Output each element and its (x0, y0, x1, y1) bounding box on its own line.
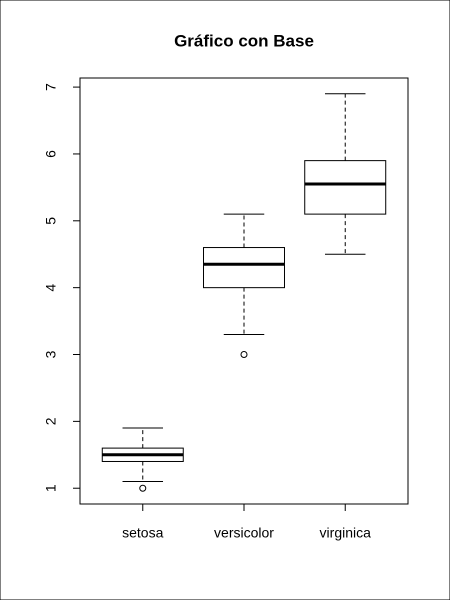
x-tick-label: versicolor (214, 525, 274, 541)
chart-title: Gráfico con Base (174, 31, 314, 50)
box (304, 160, 387, 215)
y-tick-label: 3 (43, 350, 59, 358)
y-tick-label: 5 (43, 217, 59, 225)
outlier (139, 484, 147, 492)
y-tick-label: 6 (43, 150, 59, 158)
y-tick-label: 7 (43, 83, 59, 91)
x-tick-label: virginica (320, 525, 372, 541)
box (203, 247, 285, 289)
y-tick-label: 1 (43, 484, 59, 492)
outlier (240, 351, 248, 359)
x-tick-label: setosa (122, 525, 163, 541)
y-tick-label: 2 (43, 417, 59, 425)
y-tick-label: 4 (43, 284, 59, 292)
